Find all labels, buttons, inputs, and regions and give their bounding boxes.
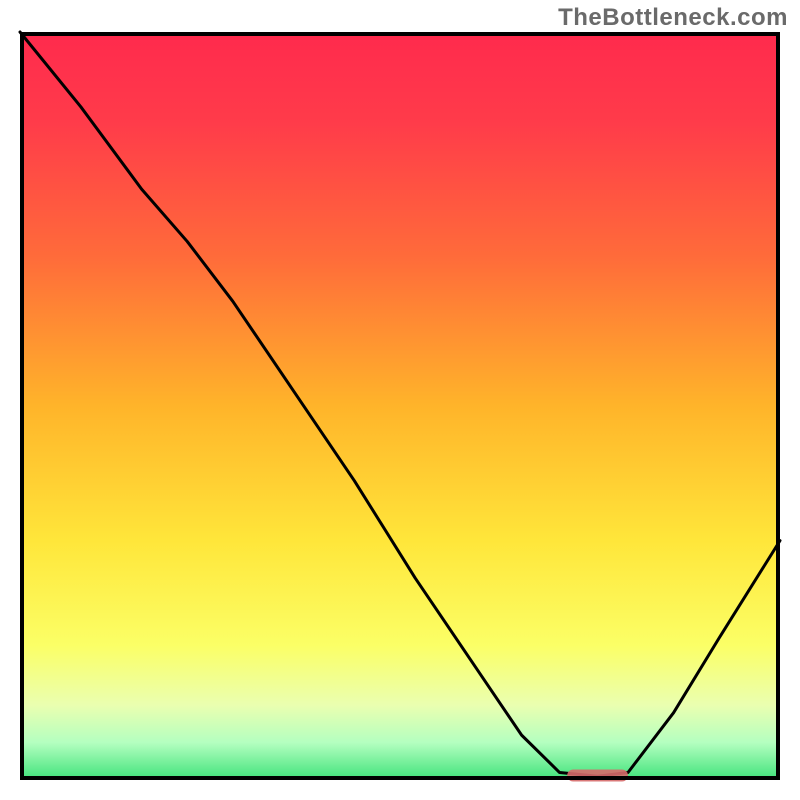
- plot-background: [20, 32, 780, 780]
- chart-container: TheBottleneck.com: [0, 0, 800, 800]
- bottleneck-chart: [0, 0, 800, 800]
